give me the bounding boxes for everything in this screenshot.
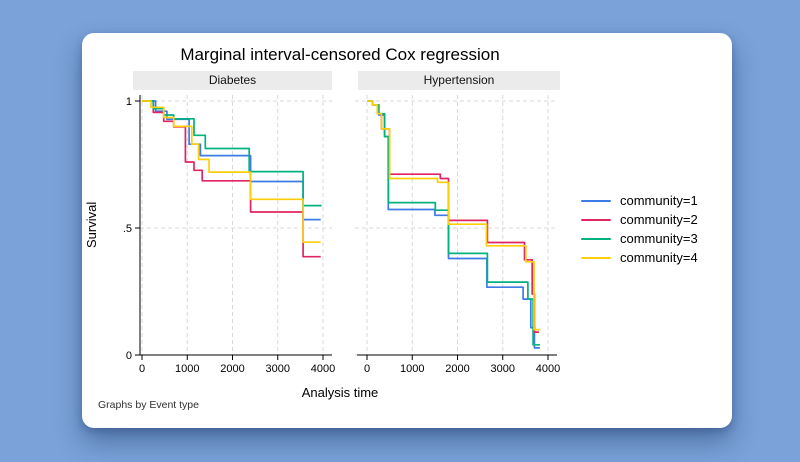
- by-note: Graphs by Event type: [98, 399, 199, 411]
- svg-text:1: 1: [126, 96, 132, 108]
- svg-text:4000: 4000: [311, 363, 335, 375]
- x-axis-title: Analysis time: [301, 385, 379, 400]
- legend-line-swatch-community-1: [581, 199, 611, 202]
- svg-text:.5: .5: [123, 223, 132, 235]
- panel-header-hypertension-label: Hypertension: [423, 73, 495, 87]
- chart-title: Marginal interval-censored Cox regressio…: [180, 45, 500, 64]
- svg-text:0: 0: [126, 350, 132, 362]
- svg-text:3000: 3000: [491, 363, 515, 375]
- legend-line-swatch-community-3: [581, 237, 611, 240]
- legend-item-community-4: community=4: [581, 248, 698, 267]
- svg-text:2000: 2000: [220, 363, 244, 375]
- legend-label-community-4: community=4: [620, 250, 698, 265]
- legend-item-community-1: community=1: [581, 191, 698, 210]
- legend-label-community-1: community=1: [620, 193, 698, 208]
- svg-text:1000: 1000: [400, 363, 424, 375]
- svg-text:2000: 2000: [445, 363, 469, 375]
- panel-header-hypertension: Hypertension: [358, 71, 560, 90]
- svg-text:1000: 1000: [175, 363, 199, 375]
- legend-line-swatch-community-2: [581, 218, 611, 221]
- diabetes-survival-plot: 0 1000 2000 3000 4000 1 .5 0: [123, 95, 335, 375]
- legend-item-community-3: community=3: [581, 229, 698, 248]
- y-axis-title: Survival: [84, 201, 99, 249]
- legend-line-swatch-community-4: [581, 256, 611, 259]
- panel-header-diabetes: Diabetes: [133, 71, 332, 90]
- legend-item-community-2: community=2: [581, 210, 698, 229]
- svg-text:0: 0: [364, 363, 370, 375]
- legend-label-community-2: community=2: [620, 212, 698, 227]
- figure-card: Marginal interval-censored Cox regressio…: [82, 33, 732, 428]
- svg-text:3000: 3000: [266, 363, 290, 375]
- hypertension-survival-plot: 0 1000 2000 3000 4000: [355, 95, 560, 375]
- svg-text:0: 0: [139, 363, 145, 375]
- svg-text:4000: 4000: [536, 363, 560, 375]
- legend-label-community-3: community=3: [620, 231, 698, 246]
- panel-header-diabetes-label: Diabetes: [208, 73, 257, 87]
- legend: community=1 community=2 community=3 comm…: [581, 191, 698, 267]
